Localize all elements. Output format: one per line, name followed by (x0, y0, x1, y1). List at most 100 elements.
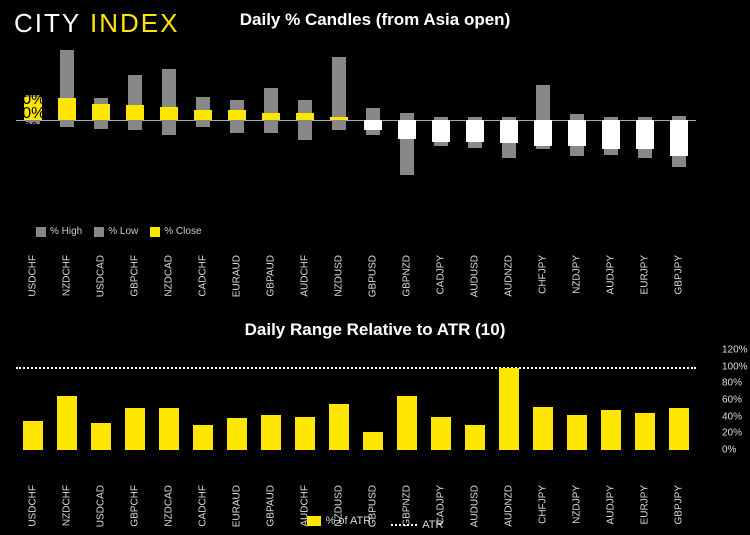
x-tick-label: NZDUSD (334, 255, 345, 297)
y-tick: -0.50% (0, 193, 51, 211)
atr-col: NZDUSD (322, 350, 356, 450)
legend-label: % Close (164, 226, 201, 237)
atr-bar (23, 421, 43, 450)
atr-bar (465, 425, 485, 450)
y-tick: 80% (722, 378, 742, 389)
atr-bar (363, 432, 383, 450)
candle-body (636, 120, 654, 149)
atr-col: CHFJPY (526, 350, 560, 450)
candles-plot-area: USDCHFNZDCHFUSDCADGBPCHFNZDCADCADCHFEURA… (16, 40, 696, 200)
atr-col: AUDUSD (458, 350, 492, 450)
x-tick-label: CHFJPY (538, 255, 549, 294)
chart-root: CITY INDEX Daily % Candles (from Asia op… (0, 0, 750, 535)
atr-col: EURAUD (220, 350, 254, 450)
candle-col: NZDCHF (50, 40, 84, 200)
candle-col: USDCAD (84, 40, 118, 200)
atr-bar (193, 425, 213, 450)
atr-bar (57, 396, 77, 450)
legend-label: % of ATR (326, 515, 372, 527)
atr-bar (499, 368, 519, 450)
candle-col: AUDUSD (458, 40, 492, 200)
x-tick-label: AUDNZD (504, 255, 515, 297)
candle-col: NZDCAD (152, 40, 186, 200)
legend-dotted-line (391, 524, 417, 526)
atr-bar (397, 396, 417, 450)
x-tick-label: NZDJPY (572, 255, 583, 294)
candle-wick (264, 88, 278, 133)
atr-col: NZDJPY (560, 350, 594, 450)
x-tick-label: GBPCHF (130, 255, 141, 297)
candle-body (364, 120, 382, 130)
y-tick: 120% (722, 345, 748, 356)
x-tick-label: GBPAUD (266, 255, 277, 297)
atr-col: NZDCAD (152, 350, 186, 450)
atr-col: AUDCHF (288, 350, 322, 450)
candle-body (262, 113, 280, 120)
x-tick-label: EURAUD (232, 255, 243, 297)
y-tick: 60% (722, 395, 742, 406)
legend-label: % Low (108, 226, 138, 237)
candle-body (534, 120, 552, 146)
candles-legend: % High % Low % Close (36, 226, 214, 240)
candle-wick (162, 69, 176, 134)
candle-body (602, 120, 620, 149)
atr-legend: % of ATR ATR (0, 515, 750, 531)
legend-item: % of ATR (307, 515, 372, 527)
candle-body (58, 98, 76, 120)
legend-item: % Close (150, 226, 201, 237)
legend-label: ATR (422, 519, 443, 531)
atr-col: NZDCHF (50, 350, 84, 450)
candle-body (126, 105, 144, 120)
atr-col: AUDNZD (492, 350, 526, 450)
legend-swatch (36, 227, 46, 237)
atr-bar (431, 417, 451, 450)
x-tick-label: USDCHF (28, 255, 39, 297)
candle-wick (128, 75, 142, 130)
x-tick-label: GBPNZD (402, 255, 413, 297)
atr-col: USDCAD (84, 350, 118, 450)
legend-swatch (307, 516, 321, 526)
candle-col: AUDCHF (288, 40, 322, 200)
legend-label: % High (50, 226, 82, 237)
atr-col: EURJPY (628, 350, 662, 450)
x-tick-label: CADCHF (198, 255, 209, 297)
atr-bar (329, 404, 349, 450)
x-tick-label: NZDCAD (164, 255, 175, 297)
atr-bar (295, 417, 315, 450)
candle-body (194, 110, 212, 120)
atr-col: AUDJPY (594, 350, 628, 450)
candle-col: GBPJPY (662, 40, 696, 200)
candle-col: AUDJPY (594, 40, 628, 200)
candle-body (330, 117, 348, 120)
candle-col: NZDJPY (560, 40, 594, 200)
candle-col: GBPNZD (390, 40, 424, 200)
atr-col: GBPUSD (356, 350, 390, 450)
atr-bar (533, 407, 553, 450)
candle-col: CADCHF (186, 40, 220, 200)
atr-col: GBPJPY (662, 350, 696, 450)
candle-wick (298, 100, 312, 141)
x-tick-label: NZDCHF (62, 255, 73, 296)
atr-col: GBPAUD (254, 350, 288, 450)
x-tick-label: CADJPY (436, 255, 447, 294)
x-tick-label: AUDCHF (300, 255, 311, 297)
atr-col: USDCHF (16, 350, 50, 450)
legend-item: % Low (94, 226, 138, 237)
x-tick-label: EURJPY (640, 255, 651, 294)
candle-body (466, 120, 484, 142)
candle-body (228, 110, 246, 120)
atr-bar (567, 415, 587, 450)
candle-col: GBPCHF (118, 40, 152, 200)
candle-body (500, 120, 518, 143)
atr-bar (91, 423, 111, 450)
candle-col: NZDUSD (322, 40, 356, 200)
candle-col: EURJPY (628, 40, 662, 200)
candle-body (160, 107, 178, 120)
candle-body (92, 104, 110, 120)
bottom-chart-title: Daily Range Relative to ATR (10) (0, 320, 750, 340)
candle-col: CHFJPY (526, 40, 560, 200)
top-chart-title: Daily % Candles (from Asia open) (0, 10, 750, 30)
candle-col: EURAUD (220, 40, 254, 200)
atr-chart: 120%100%80%60%40%20%0%USDCHFNZDCHFUSDCAD… (16, 350, 696, 470)
candles-chart: USDCHFNZDCHFUSDCADGBPCHFNZDCADCADCHFEURA… (16, 40, 696, 230)
